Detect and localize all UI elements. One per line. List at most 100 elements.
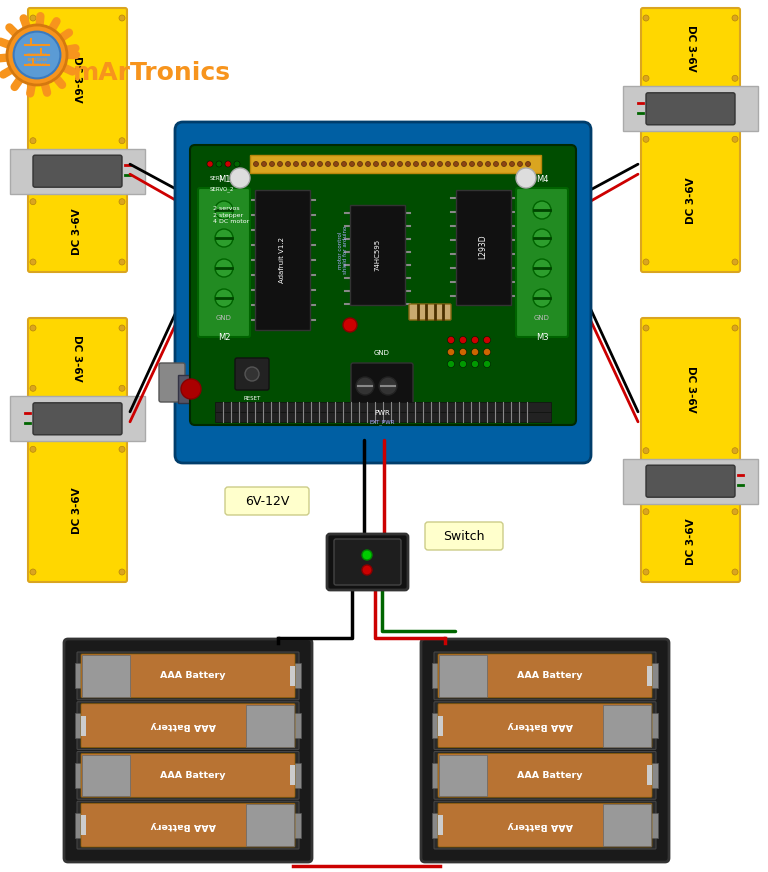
Text: DC 3-6V: DC 3-6V xyxy=(72,487,82,534)
Circle shape xyxy=(484,360,491,367)
Text: DC 3-6V: DC 3-6V xyxy=(686,24,696,72)
Text: 2 servos
2 stepper
4 DC motor: 2 servos 2 stepper 4 DC motor xyxy=(213,206,250,224)
Text: Switch: Switch xyxy=(443,529,485,542)
Circle shape xyxy=(533,259,551,277)
Circle shape xyxy=(448,349,455,356)
Circle shape xyxy=(485,161,491,167)
Bar xyxy=(290,666,295,685)
FancyBboxPatch shape xyxy=(64,639,312,862)
FancyBboxPatch shape xyxy=(641,129,740,272)
Circle shape xyxy=(356,377,374,395)
Circle shape xyxy=(30,325,36,331)
Circle shape xyxy=(119,385,125,392)
Circle shape xyxy=(448,360,455,367)
Bar xyxy=(250,155,541,173)
FancyBboxPatch shape xyxy=(198,188,250,337)
FancyBboxPatch shape xyxy=(438,704,652,747)
Circle shape xyxy=(333,161,339,167)
Circle shape xyxy=(215,259,233,277)
Circle shape xyxy=(119,15,125,21)
FancyBboxPatch shape xyxy=(77,652,299,699)
Circle shape xyxy=(502,161,507,167)
Circle shape xyxy=(277,161,283,167)
Circle shape xyxy=(494,161,498,167)
Circle shape xyxy=(253,161,259,167)
Circle shape xyxy=(453,161,458,167)
Text: PWR: PWR xyxy=(374,410,390,416)
Bar xyxy=(650,763,658,787)
Text: L293D: L293D xyxy=(478,235,488,259)
Circle shape xyxy=(30,199,36,205)
Bar xyxy=(10,149,145,194)
Circle shape xyxy=(643,447,649,453)
Circle shape xyxy=(518,161,522,167)
Circle shape xyxy=(362,550,372,560)
Circle shape xyxy=(366,161,370,167)
Bar xyxy=(603,804,651,846)
FancyBboxPatch shape xyxy=(28,318,127,399)
Circle shape xyxy=(310,161,315,167)
Circle shape xyxy=(119,569,125,575)
Circle shape xyxy=(472,337,478,344)
FancyBboxPatch shape xyxy=(33,155,122,187)
Bar xyxy=(293,813,301,838)
Circle shape xyxy=(389,161,395,167)
Circle shape xyxy=(382,161,386,167)
Circle shape xyxy=(643,325,649,331)
Circle shape xyxy=(349,161,355,167)
Circle shape xyxy=(119,325,125,331)
Circle shape xyxy=(732,75,738,81)
Bar xyxy=(290,766,295,786)
Circle shape xyxy=(643,259,649,265)
Bar xyxy=(623,459,758,504)
FancyBboxPatch shape xyxy=(28,192,127,272)
Circle shape xyxy=(234,161,240,167)
Bar xyxy=(439,754,488,796)
Circle shape xyxy=(215,289,233,307)
Bar xyxy=(75,664,83,688)
Bar xyxy=(10,396,145,441)
Circle shape xyxy=(533,201,551,219)
Text: EXT_PWR: EXT_PWR xyxy=(369,419,395,425)
Circle shape xyxy=(509,161,515,167)
Text: 74HC595: 74HC595 xyxy=(374,239,380,271)
Circle shape xyxy=(230,168,250,188)
FancyBboxPatch shape xyxy=(77,801,299,849)
Circle shape xyxy=(398,161,402,167)
Bar xyxy=(293,713,301,738)
Bar xyxy=(438,815,443,835)
FancyBboxPatch shape xyxy=(438,654,652,698)
Text: M2: M2 xyxy=(218,333,230,342)
FancyBboxPatch shape xyxy=(190,145,576,425)
Circle shape xyxy=(462,161,466,167)
FancyBboxPatch shape xyxy=(641,318,740,460)
Circle shape xyxy=(225,161,231,167)
FancyBboxPatch shape xyxy=(175,122,591,463)
Bar xyxy=(246,705,294,746)
Text: M1: M1 xyxy=(218,175,230,184)
Circle shape xyxy=(215,201,233,219)
Text: AAA Battery: AAA Battery xyxy=(518,671,583,680)
Bar xyxy=(75,813,83,838)
Circle shape xyxy=(484,349,491,356)
Text: GND: GND xyxy=(534,315,550,321)
FancyBboxPatch shape xyxy=(28,439,127,582)
Text: AAA Battery: AAA Battery xyxy=(161,771,226,780)
FancyBboxPatch shape xyxy=(438,803,652,847)
Circle shape xyxy=(732,325,738,331)
Text: AAA Battery: AAA Battery xyxy=(151,721,216,730)
Circle shape xyxy=(448,337,455,344)
Circle shape xyxy=(181,379,201,399)
Circle shape xyxy=(472,349,478,356)
Circle shape xyxy=(7,25,67,85)
FancyBboxPatch shape xyxy=(81,704,295,747)
Text: M3: M3 xyxy=(536,333,548,342)
Circle shape xyxy=(30,446,36,453)
Circle shape xyxy=(30,138,36,144)
FancyBboxPatch shape xyxy=(516,188,568,337)
FancyBboxPatch shape xyxy=(409,304,451,320)
Circle shape xyxy=(469,161,475,167)
Circle shape xyxy=(373,161,379,167)
Circle shape xyxy=(732,569,738,575)
Bar xyxy=(293,763,301,787)
